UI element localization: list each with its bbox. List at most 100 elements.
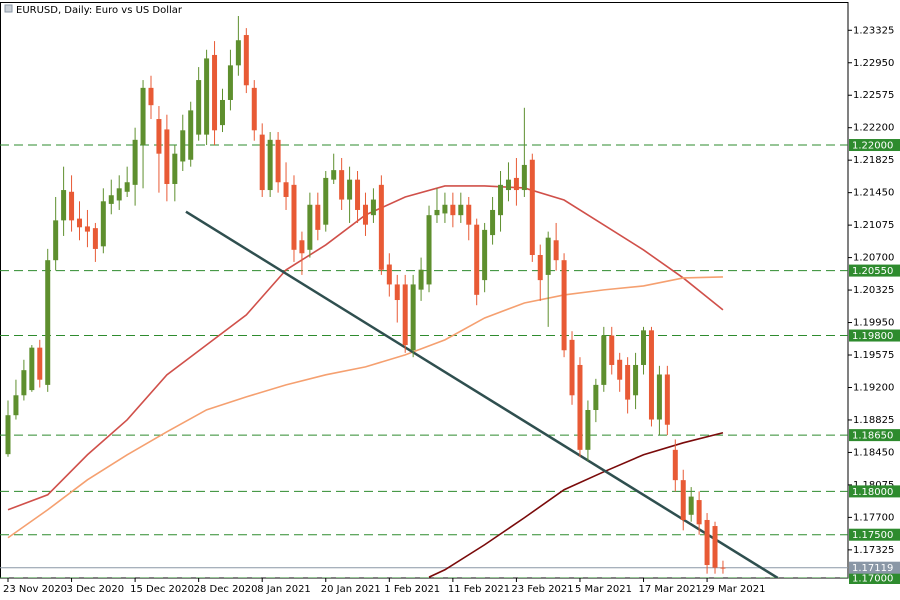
candle-body — [307, 204, 313, 250]
candle-body — [402, 284, 408, 346]
y-tick-label: 1.21825 — [853, 155, 894, 166]
candle-body — [458, 204, 464, 216]
level-label-box — [849, 528, 900, 541]
candle-body — [45, 260, 51, 385]
candle-body — [672, 449, 678, 481]
level-label-box — [849, 329, 900, 342]
y-tick-label: 1.18825 — [853, 415, 894, 426]
candle-body — [696, 500, 702, 525]
candle-body — [164, 129, 170, 184]
candle-body — [394, 284, 400, 301]
candle-body — [13, 395, 19, 416]
candle-body — [362, 204, 368, 225]
candle-body — [625, 364, 631, 400]
candle-body — [172, 153, 178, 184]
candle-body — [219, 99, 225, 126]
current-price-label: 1.17119 — [852, 563, 893, 574]
candle-body — [720, 567, 726, 569]
candle-body — [664, 374, 670, 425]
candle-body — [227, 65, 233, 100]
candle-body — [569, 339, 575, 396]
x-tick-label: 28 Dec 2020 — [194, 584, 258, 595]
candle-body — [299, 240, 305, 254]
candle-body — [235, 40, 241, 66]
candles — [5, 15, 726, 574]
level-label: 1.18650 — [852, 431, 893, 442]
trendline — [185, 210, 779, 578]
candle-body — [53, 220, 59, 261]
candle-body — [188, 110, 194, 160]
candle-body — [196, 80, 202, 135]
level-label: 1.17000 — [852, 574, 893, 585]
candle-body — [474, 224, 480, 295]
candle-body — [442, 204, 448, 214]
y-tick-label: 1.20325 — [853, 285, 894, 296]
candle-body — [275, 139, 281, 183]
axes: 1.23325 1.22950 1.22575 1.22200 1.21825 1.214… — [3, 25, 900, 595]
candle-body — [648, 330, 654, 420]
candle-body — [466, 204, 472, 225]
x-tick-label: 3 Dec 2020 — [67, 584, 125, 595]
level-label-box — [849, 264, 900, 277]
candle-body — [609, 335, 615, 365]
candle-body — [251, 87, 257, 131]
candle-body — [291, 184, 297, 250]
candle-body — [100, 201, 106, 247]
candle-body — [108, 195, 114, 204]
level-label: 1.19800 — [852, 331, 893, 342]
candle-body — [561, 260, 567, 351]
candle-body — [617, 359, 623, 380]
candle-body — [124, 182, 130, 192]
x-tick-label: 29 Mar 2021 — [702, 584, 765, 595]
candle-body — [140, 87, 146, 146]
candle-body — [418, 269, 424, 290]
y-tick-label: 1.22575 — [853, 90, 894, 101]
candle-body — [347, 179, 353, 200]
level-label-box — [849, 139, 900, 152]
candle-body — [156, 119, 162, 154]
candle-body — [69, 191, 75, 221]
candle-body — [76, 218, 82, 228]
y-tick-label: 1.19200 — [853, 382, 894, 393]
x-tick-label: 8 Jan 2021 — [257, 584, 311, 595]
candle-body — [92, 228, 98, 249]
level-label-box — [849, 485, 900, 498]
candle-body — [5, 415, 11, 455]
candle-body — [641, 330, 647, 365]
level-label: 1.17500 — [852, 530, 893, 541]
candle-body — [434, 209, 440, 216]
candle-body — [513, 177, 519, 191]
candle-body — [529, 159, 535, 255]
candle-body — [37, 347, 43, 380]
candle-body — [21, 370, 27, 396]
x-tick-label: 11 Feb 2021 — [448, 584, 510, 595]
y-tick-label: 1.19575 — [853, 350, 894, 361]
candle-body — [505, 179, 511, 191]
level-label: 1.18000 — [852, 487, 893, 498]
candle-body — [259, 134, 265, 191]
candle-body — [323, 177, 329, 225]
y-tick-label: 1.22200 — [853, 123, 894, 134]
candle-body — [84, 226, 90, 232]
current-price-box — [849, 561, 900, 574]
candle-body — [498, 184, 504, 216]
y-tick-label: 1.17325 — [853, 545, 894, 556]
candle-body — [339, 170, 345, 200]
candle-body — [680, 480, 686, 520]
candle-body — [29, 347, 35, 391]
candle-body — [370, 199, 376, 216]
candle-body — [593, 384, 599, 411]
candle-body — [688, 496, 694, 515]
candle-body — [712, 526, 718, 568]
level-label: 1.22000 — [852, 141, 893, 152]
candle-body — [482, 229, 488, 281]
x-tick-label: 5 Mar 2021 — [575, 584, 632, 595]
candle-body — [386, 264, 392, 285]
candle-body — [212, 54, 218, 131]
level-label-box — [849, 572, 900, 584]
candle-body — [521, 164, 527, 191]
level-label: 1.20550 — [852, 266, 893, 277]
level-label-box — [849, 429, 900, 442]
y-tick-label: 1.22950 — [853, 58, 894, 69]
